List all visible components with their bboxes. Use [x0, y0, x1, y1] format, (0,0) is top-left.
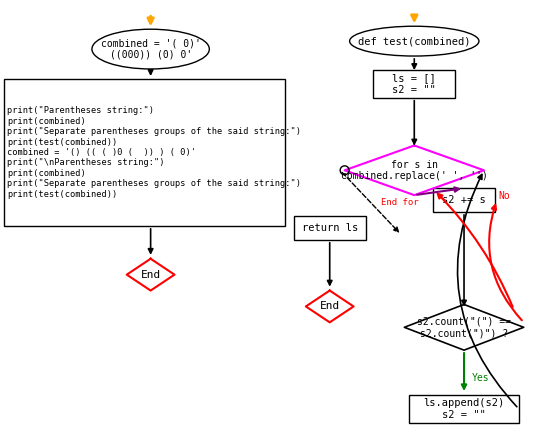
- Text: s2.count("(") ==
s2.count(")") ?: s2.count("(") == s2.count(")") ?: [417, 317, 511, 338]
- Polygon shape: [306, 290, 353, 322]
- Text: End: End: [141, 270, 161, 279]
- Text: for s in
combined.replace(' ', ''): for s in combined.replace(' ', ''): [341, 159, 488, 181]
- Ellipse shape: [350, 26, 479, 56]
- Polygon shape: [404, 304, 523, 350]
- Text: print("Parentheses string:")
print(combined)
print("Separate parentheses groups : print("Parentheses string:") print(combi…: [7, 106, 301, 198]
- Bar: [4, 79, 285, 226]
- Text: s2 += s: s2 += s: [442, 195, 486, 205]
- Bar: [374, 70, 455, 98]
- Text: return ls: return ls: [301, 223, 358, 233]
- Text: def test(combined): def test(combined): [358, 36, 470, 46]
- Bar: [294, 216, 365, 240]
- Bar: [409, 395, 519, 423]
- Ellipse shape: [92, 29, 210, 69]
- Text: ls = []
s2 = "": ls = [] s2 = "": [392, 73, 436, 95]
- Bar: [433, 188, 495, 212]
- Text: combined = '( 0)'
((000)) (0) 0': combined = '( 0)' ((000)) (0) 0': [101, 38, 201, 60]
- Text: End: End: [319, 301, 340, 311]
- Text: End for: End for: [381, 198, 418, 207]
- Text: ls.append(s2)
s2 = "": ls.append(s2) s2 = "": [423, 398, 505, 420]
- Polygon shape: [127, 259, 174, 290]
- Text: Yes: Yes: [472, 373, 490, 383]
- Text: No: No: [499, 191, 510, 201]
- Polygon shape: [345, 145, 484, 195]
